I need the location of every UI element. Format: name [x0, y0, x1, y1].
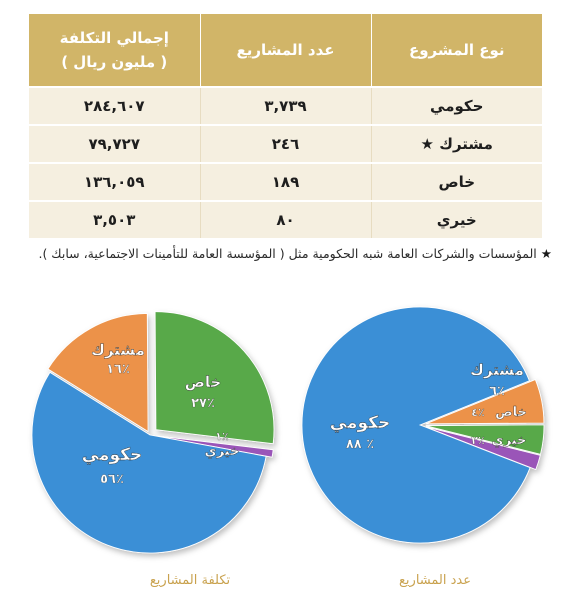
header-total-cost: إجمالي التكلفة ( مليون ريال ) [29, 14, 200, 87]
slice-value-label: ٥٦٪ [100, 472, 124, 487]
slice-label: خيري [205, 444, 240, 459]
pie-slice [47, 313, 149, 433]
cell-cost: ٧٩,٧٢٧ [29, 124, 200, 163]
footnote: ★ المؤسسات والشركات العامة شبه الحكومية … [22, 243, 552, 265]
slice-value-label: ٢٧٪ [191, 396, 215, 411]
caption-cost: تكلفة المشاريع [149, 573, 231, 588]
projects-table: نوع المشروع عدد المشاريع إجمالي التكلفة (… [29, 14, 542, 238]
pie-chart-count [301, 306, 545, 544]
header-project-type: نوع المشروع [370, 14, 542, 87]
slice-label: حكومي [82, 445, 143, 465]
cell-type: خاص [370, 162, 542, 201]
pie-slice [425, 424, 545, 455]
cell-type: خيري [370, 200, 542, 238]
pie-slice [425, 379, 545, 425]
slice-label: خيري [492, 433, 527, 448]
slice-label: حكومي [330, 413, 391, 433]
footnote-text: المؤسسات والشركات العامة شبه الحكومية مث… [38, 246, 537, 261]
table-row: خيري ٨٠ ٣,٥٠٣ [29, 200, 542, 238]
table-row: حكومي ٣,٧٣٩ ٢٨٤,٦٠٧ [29, 86, 542, 125]
header-project-count: عدد المشاريع [199, 14, 371, 87]
pie-slice [301, 306, 531, 544]
pie-chart-cost [31, 311, 275, 554]
star-icon: ★ [420, 135, 434, 153]
header-cost-unit: ( مليون ريال ) [61, 53, 168, 71]
pie-labels: مشترك١٦٪خاص٢٧٪خيري١٪حكومي٥٦٪مشترك٦٪خاص٤٪… [82, 341, 528, 487]
star-icon: ★ [540, 246, 552, 261]
slice-value-label: ٨٨ ٪ [346, 437, 374, 452]
pie-slice [31, 371, 267, 554]
slice-label: مشترك [470, 361, 524, 379]
slice-value-label: ١٪ [215, 430, 228, 443]
pie-slice [425, 426, 541, 471]
table-header-row: نوع المشروع عدد المشاريع إجمالي التكلفة (… [29, 14, 542, 87]
cell-count: ١٨٩ [199, 162, 371, 201]
cell-type: مشترك ★ [370, 124, 542, 163]
header-cost-line: إجمالي التكلفة [59, 29, 169, 47]
slice-label: خاص [495, 405, 527, 420]
table-row: مشترك ★ ٢٤٦ ٧٩,٧٢٧ [29, 124, 542, 163]
slice-value-label: ٢٪ [471, 434, 484, 447]
slice-value-label: ٤٪ [471, 406, 484, 419]
cell-count: ٢٤٦ [199, 124, 371, 163]
pie-slice [154, 311, 275, 445]
cell-cost: ١٣٦,٠٥٩ [29, 162, 200, 201]
table-row: خاص ١٨٩ ١٣٦,٠٥٩ [29, 162, 542, 201]
cell-count: ٨٠ [199, 200, 371, 238]
caption-count: عدد المشاريع [399, 573, 471, 588]
slice-value-label: ١٦٪ [106, 362, 130, 377]
cell-cost: ٣,٥٠٣ [29, 200, 200, 238]
slice-value-label: ٦٪ [489, 384, 505, 399]
slice-label: خاص [185, 373, 222, 391]
cell-cost: ٢٨٤,٦٠٧ [29, 86, 200, 125]
slice-label: مشترك [91, 341, 145, 359]
cell-count: ٣,٧٣٩ [199, 86, 371, 125]
cell-type: حكومي [370, 86, 542, 125]
